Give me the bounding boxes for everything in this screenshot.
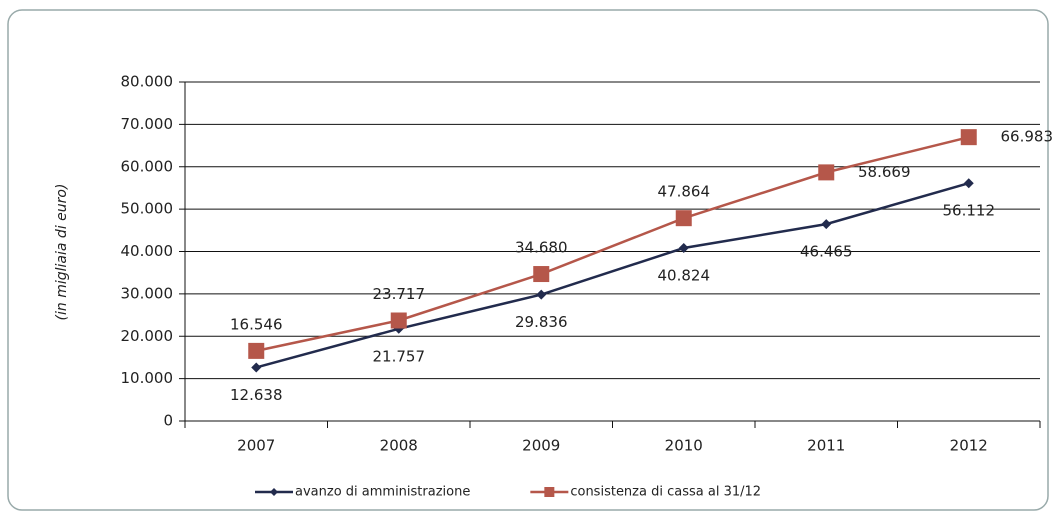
marker <box>536 289 547 300</box>
y-tick-label: 50.000 <box>121 200 174 218</box>
y-tick-label: 20.000 <box>121 327 174 345</box>
data-label: 29.836 <box>515 313 568 331</box>
marker <box>248 342 265 359</box>
marker <box>533 266 550 283</box>
legend-label: consistenza di cassa al 31/12 <box>570 485 761 500</box>
data-label: 56.112 <box>943 202 996 220</box>
y-tick-label: 60.000 <box>121 157 174 175</box>
data-label: 23.717 <box>373 285 426 303</box>
marker <box>251 362 262 373</box>
y-tick-label: 0 <box>163 412 173 430</box>
marker <box>678 243 689 254</box>
data-label: 66.983 <box>1001 128 1053 146</box>
legend-marker <box>544 487 555 497</box>
frame <box>7 9 1049 511</box>
series-line <box>255 182 970 369</box>
data-label: 34.680 <box>515 239 568 257</box>
y-tick-label: 70.000 <box>121 115 174 133</box>
x-tick-label: 2007 <box>237 437 275 455</box>
y-tick-label: 80.000 <box>121 73 174 91</box>
x-tick-label: 2012 <box>950 437 988 455</box>
x-tick-label: 2011 <box>807 437 845 455</box>
data-label: 16.546 <box>230 315 283 333</box>
marker <box>960 129 977 146</box>
marker <box>675 210 692 227</box>
marker <box>818 164 835 181</box>
y-tick-label: 30.000 <box>121 284 174 302</box>
marker <box>821 219 832 230</box>
series-line <box>255 135 970 353</box>
y-tick-label: 40.000 <box>121 242 174 260</box>
data-label: 21.757 <box>373 347 426 365</box>
legend-marker <box>270 488 278 496</box>
y-tick-label: 10.000 <box>121 369 174 387</box>
y-axis-label: (in migliaia di euro) <box>54 184 70 321</box>
x-tick-label: 2009 <box>522 437 560 455</box>
data-label: 47.864 <box>658 183 711 201</box>
data-label: 58.669 <box>858 163 911 181</box>
data-label: 12.638 <box>230 386 283 404</box>
x-tick-label: 2010 <box>665 437 703 455</box>
marker <box>390 312 407 329</box>
x-tick-label: 2008 <box>380 437 418 455</box>
data-label: 46.465 <box>800 243 853 261</box>
marker <box>963 178 974 189</box>
data-label: 40.824 <box>658 267 711 285</box>
legend-label: avanzo di amministrazione <box>295 485 470 500</box>
